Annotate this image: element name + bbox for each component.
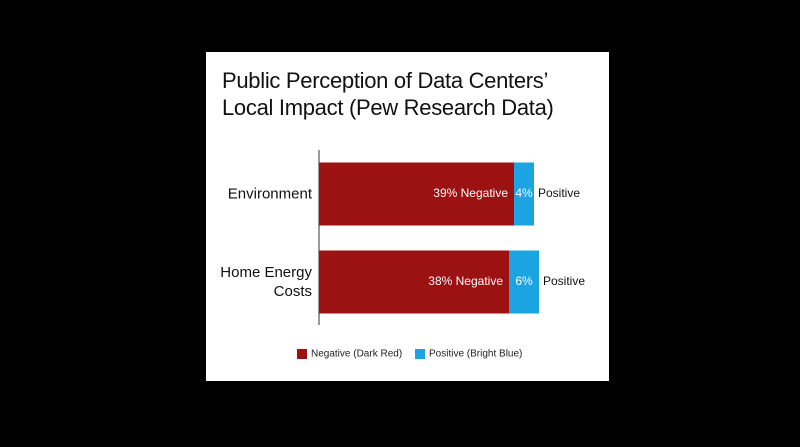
value-label: 38% Negative [428,274,503,288]
chart-title: Public Perception of Data Centers’ Local… [222,68,554,120]
bar-segment [319,250,509,314]
value-label: 6% [515,274,533,288]
value-label: 39% Negative [433,186,508,200]
category-label: Environment [227,185,312,203]
end-label: Positive [538,186,580,200]
bar-segment [319,162,514,226]
legend-label: Positive (Bright Blue) [429,349,522,360]
value-label: 4% [515,186,533,200]
bar-segment [514,162,534,226]
legend-swatch [297,349,307,359]
category-label: Home Energy Costs [220,264,312,300]
legend-swatch [415,349,425,359]
bar-segment [509,250,539,314]
legend-label: Negative (Dark Red) [311,349,402,360]
end-label: Positive [543,274,585,288]
